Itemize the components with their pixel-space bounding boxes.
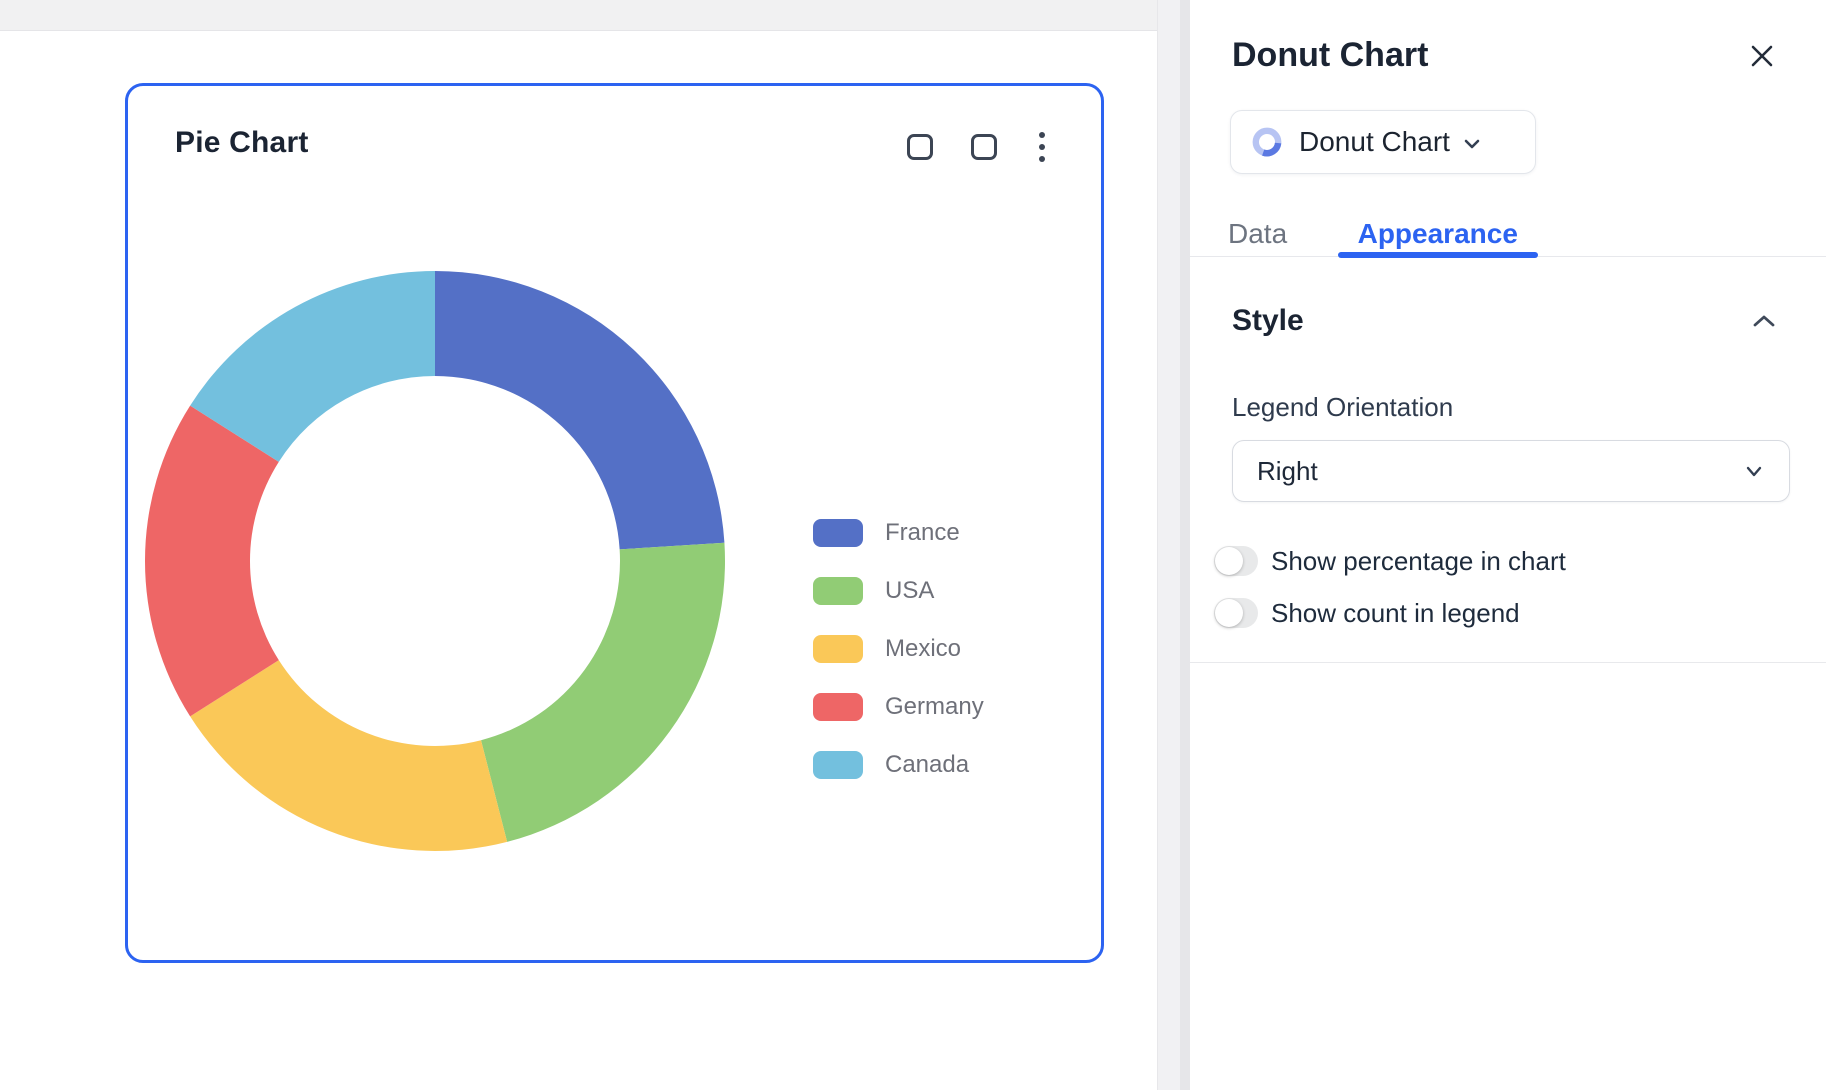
legend-item[interactable]: Canada xyxy=(813,751,984,779)
legend-item[interactable]: USA xyxy=(813,577,984,605)
chart-canvas: Pie Chart France USA Mexico Germany Canada xyxy=(0,0,1157,963)
legend-item[interactable]: France xyxy=(813,519,984,547)
legend-color-chip xyxy=(813,751,863,779)
legend-label: France xyxy=(885,519,960,546)
legend-item[interactable]: Germany xyxy=(813,693,984,721)
card-title: Pie Chart xyxy=(175,126,309,159)
legend-label: Germany xyxy=(885,693,984,720)
show-percentage-label: Show percentage in chart xyxy=(1271,545,1566,576)
show-percentage-toggle[interactable] xyxy=(1214,546,1258,576)
close-panel-button[interactable] xyxy=(1744,38,1780,74)
settings-panel: Donut Chart Donut Chart Data Appearance … xyxy=(1190,0,1826,1090)
pie-chart-card[interactable]: Pie Chart France USA Mexico Germany Canada xyxy=(125,83,1104,963)
donut-segment-canada[interactable] xyxy=(190,271,435,462)
scrollbar-rail[interactable] xyxy=(1180,0,1190,1090)
chart-legend: France USA Mexico Germany Canada xyxy=(813,519,984,779)
card-header: Pie Chart xyxy=(128,86,1101,196)
legend-label: Canada xyxy=(885,751,970,778)
show-count-row: Show count in legend xyxy=(1214,598,1520,628)
legend-orientation-select[interactable]: Right xyxy=(1232,440,1790,502)
tab-data[interactable]: Data xyxy=(1228,218,1288,249)
toggle-thumb xyxy=(1215,599,1243,627)
legend-color-chip xyxy=(813,519,863,547)
donut-chart[interactable] xyxy=(128,86,1101,960)
panel-tabs: Data Appearance xyxy=(1190,202,1826,258)
chevron-up-icon xyxy=(1753,315,1775,327)
collapse-section-button[interactable] xyxy=(1750,312,1778,335)
donut-segment-usa[interactable] xyxy=(481,542,726,842)
chevron-down-icon xyxy=(1464,139,1480,148)
square-outline-icon[interactable] xyxy=(907,134,933,160)
chart-type-label: Donut Chart xyxy=(1299,126,1450,157)
donut-segment-france[interactable] xyxy=(435,271,725,550)
chart-type-selector[interactable]: Donut Chart xyxy=(1230,110,1536,174)
donut-segment-germany[interactable] xyxy=(144,405,279,717)
panel-resize-gutter[interactable] xyxy=(1157,0,1190,1090)
card-actions xyxy=(907,130,1049,164)
legend-color-chip xyxy=(813,635,863,663)
donut-segment-mexico[interactable] xyxy=(190,660,508,852)
style-section-heading: Style xyxy=(1232,304,1304,337)
chevron-down-icon xyxy=(1746,466,1762,476)
legend-label: USA xyxy=(885,577,935,604)
panel-title: Donut Chart xyxy=(1232,36,1429,74)
tab-appearance[interactable]: Appearance xyxy=(1337,212,1539,258)
section-divider xyxy=(1190,662,1826,663)
legend-color-chip xyxy=(813,577,863,605)
legend-color-chip xyxy=(813,693,863,721)
show-count-label: Show count in legend xyxy=(1271,597,1520,628)
show-count-toggle[interactable] xyxy=(1214,598,1258,628)
legend-orientation-label: Legend Orientation xyxy=(1232,392,1454,422)
legend-item[interactable]: Mexico xyxy=(813,635,984,663)
show-percentage-row: Show percentage in chart xyxy=(1214,546,1566,576)
square-outline-icon[interactable] xyxy=(971,134,997,160)
top-toolbar-strip xyxy=(0,0,1157,31)
legend-orientation-value: Right xyxy=(1257,455,1318,486)
legend-label: Mexico xyxy=(885,635,962,662)
kebab-menu-icon[interactable] xyxy=(1035,130,1049,164)
close-icon xyxy=(1751,45,1773,67)
donut-icon xyxy=(1252,127,1282,157)
toggle-thumb xyxy=(1215,547,1243,575)
